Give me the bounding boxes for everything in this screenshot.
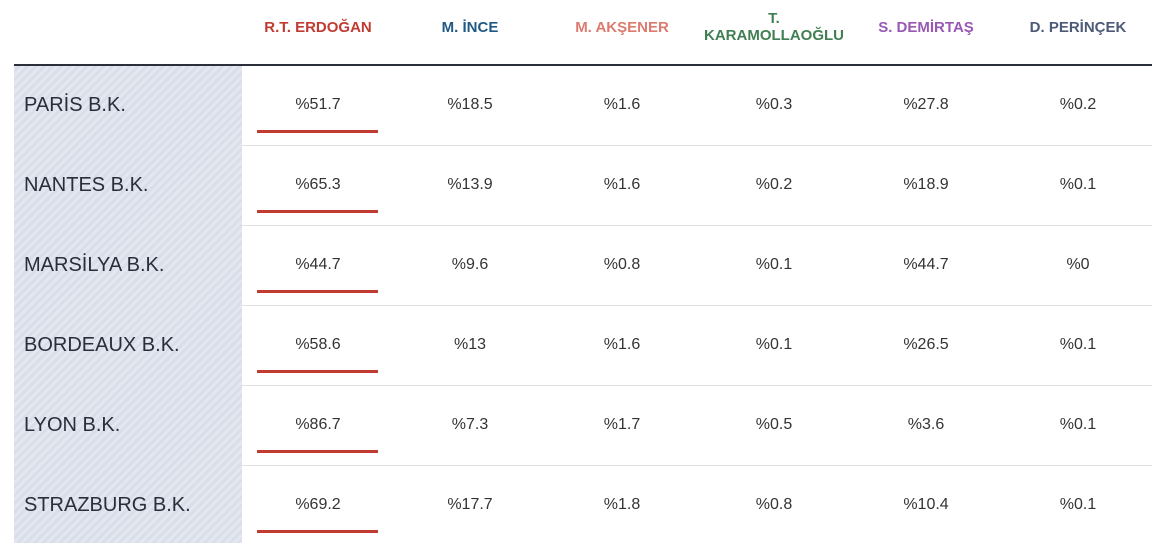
value-cell: %0.2 bbox=[755, 176, 793, 193]
row-separator bbox=[242, 305, 1152, 306]
value-cell: %10.4 bbox=[903, 496, 949, 513]
value-cell: %26.5 bbox=[903, 336, 949, 353]
value-cell: %0 bbox=[1066, 256, 1090, 273]
value-cell: %27.8 bbox=[903, 96, 949, 113]
row-label: PARİS B.K. bbox=[24, 93, 126, 116]
row-separator bbox=[242, 385, 1152, 386]
value-cell: %7.3 bbox=[451, 416, 489, 433]
value-cell: %1.6 bbox=[603, 176, 641, 193]
value-cell: %44.7 bbox=[903, 256, 949, 273]
value-cell: %0.1 bbox=[1059, 176, 1097, 193]
value-cell: %17.7 bbox=[447, 496, 493, 513]
leader-underline bbox=[257, 530, 378, 533]
value-cell: %0.1 bbox=[755, 336, 793, 353]
column-header: R.T. ERDOĞAN bbox=[264, 18, 372, 36]
column-header: D. PERİNÇEK bbox=[1029, 18, 1127, 36]
value-cell: %1.6 bbox=[603, 96, 641, 113]
value-cell: %9.6 bbox=[451, 256, 489, 273]
value-cell: %0.1 bbox=[1059, 416, 1097, 433]
leader-underline bbox=[257, 450, 378, 453]
row-label: LYON B.K. bbox=[24, 413, 121, 436]
column-header: T. KARAMOLLAOĞLU bbox=[704, 10, 844, 44]
value-cell: %0.5 bbox=[755, 416, 793, 433]
row-label: BORDEAUX B.K. bbox=[24, 333, 180, 356]
value-cell: %18.5 bbox=[447, 96, 493, 113]
value-cell: %65.3 bbox=[295, 176, 341, 193]
label-column-background bbox=[14, 65, 242, 543]
value-cell: %13 bbox=[453, 336, 487, 353]
row-label: NANTES B.K. bbox=[24, 173, 149, 196]
leader-underline bbox=[257, 290, 378, 293]
value-cell: %69.2 bbox=[295, 496, 341, 513]
value-cell: %0.1 bbox=[1059, 496, 1097, 513]
value-cell: %0.2 bbox=[1059, 96, 1097, 113]
row-separator bbox=[242, 225, 1152, 226]
value-cell: %51.7 bbox=[295, 96, 341, 113]
value-cell: %0.1 bbox=[755, 256, 793, 273]
value-cell: %44.7 bbox=[295, 256, 341, 273]
header-rule bbox=[14, 64, 1152, 66]
value-cell: %13.9 bbox=[447, 176, 493, 193]
leader-underline bbox=[257, 130, 378, 133]
leader-underline bbox=[257, 370, 378, 373]
column-header: M. AKŞENER bbox=[575, 18, 669, 36]
row-separator bbox=[242, 465, 1152, 466]
row-separator bbox=[242, 145, 1152, 146]
row-label: STRAZBURG B.K. bbox=[24, 493, 191, 516]
value-cell: %1.6 bbox=[603, 336, 641, 353]
value-cell: %86.7 bbox=[295, 416, 341, 433]
column-header: M. İNCE bbox=[441, 18, 499, 36]
value-cell: %1.8 bbox=[603, 496, 641, 513]
value-cell: %0.3 bbox=[755, 96, 793, 113]
value-cell: %3.6 bbox=[907, 416, 945, 433]
value-cell: %1.7 bbox=[603, 416, 641, 433]
value-cell: %0.8 bbox=[755, 496, 793, 513]
value-cell: %0.8 bbox=[603, 256, 641, 273]
row-label: MARSİLYA B.K. bbox=[24, 253, 165, 276]
column-header: S. DEMİRTAŞ bbox=[878, 18, 974, 36]
leader-underline bbox=[257, 210, 378, 213]
value-cell: %0.1 bbox=[1059, 336, 1097, 353]
value-cell: %58.6 bbox=[295, 336, 341, 353]
value-cell: %18.9 bbox=[903, 176, 949, 193]
